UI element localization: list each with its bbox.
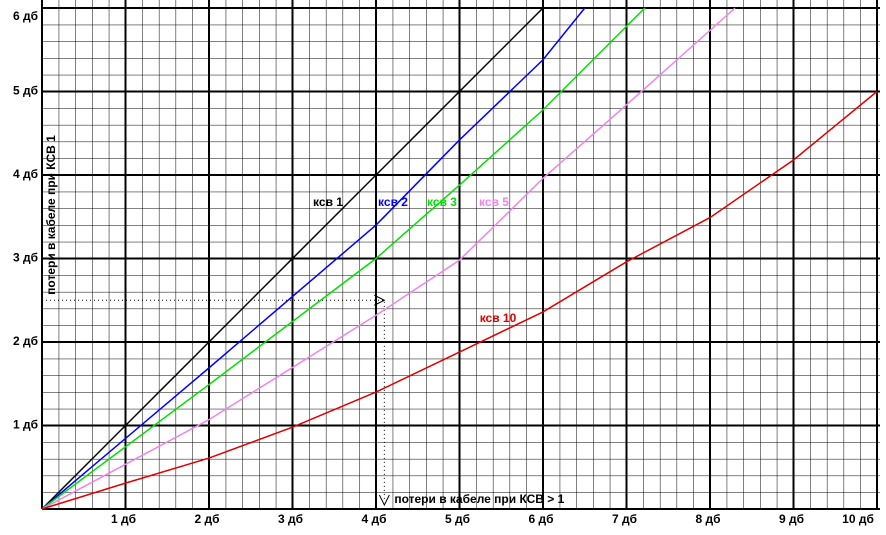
x-tick-label: 7 дб xyxy=(612,512,637,526)
x-tick-label: 4 дб xyxy=(361,512,386,526)
x-axis-label: потери в кабеле при КСВ > 1 xyxy=(394,492,564,506)
y-tick-label: 2 дб xyxy=(13,334,38,348)
series-line xyxy=(41,7,586,510)
y-tick-label: 6 дб xyxy=(13,9,38,23)
minor-grid xyxy=(42,0,880,509)
series-line xyxy=(41,7,544,510)
series-line xyxy=(41,7,736,510)
x-tick-label: 3 дб xyxy=(278,512,303,526)
series-label: ксв 3 xyxy=(427,195,457,209)
series-label: ксв 2 xyxy=(378,195,408,209)
x-tick-label: 2 дб xyxy=(194,512,219,526)
guide-line xyxy=(42,299,385,501)
x-tick-label: 8 дб xyxy=(695,512,720,526)
x-tick-label: 9 дб xyxy=(779,512,804,526)
y-tick-label: 5 дб xyxy=(13,84,38,98)
y-tick-label: 3 дб xyxy=(13,251,38,265)
y-tick-label: 4 дб xyxy=(13,167,38,181)
y-axis-label: потери в кабеле при КСВ 1 xyxy=(44,135,58,295)
x-tick-label: 5 дб xyxy=(445,512,470,526)
x-tick-label: 1 дб xyxy=(111,512,136,526)
guide-arrow xyxy=(374,294,386,306)
series-label: ксв 5 xyxy=(479,195,509,209)
x-tick-label: 6 дб xyxy=(528,512,553,526)
series-line xyxy=(41,7,646,510)
series-label: ксв 10 xyxy=(480,311,517,325)
series-label: ксв 1 xyxy=(313,195,343,209)
y-tick-label: 1 дб xyxy=(13,418,38,432)
series-line xyxy=(41,90,878,510)
x-tick-label: 10 дб xyxy=(842,512,874,526)
guide-arrow xyxy=(378,494,390,507)
